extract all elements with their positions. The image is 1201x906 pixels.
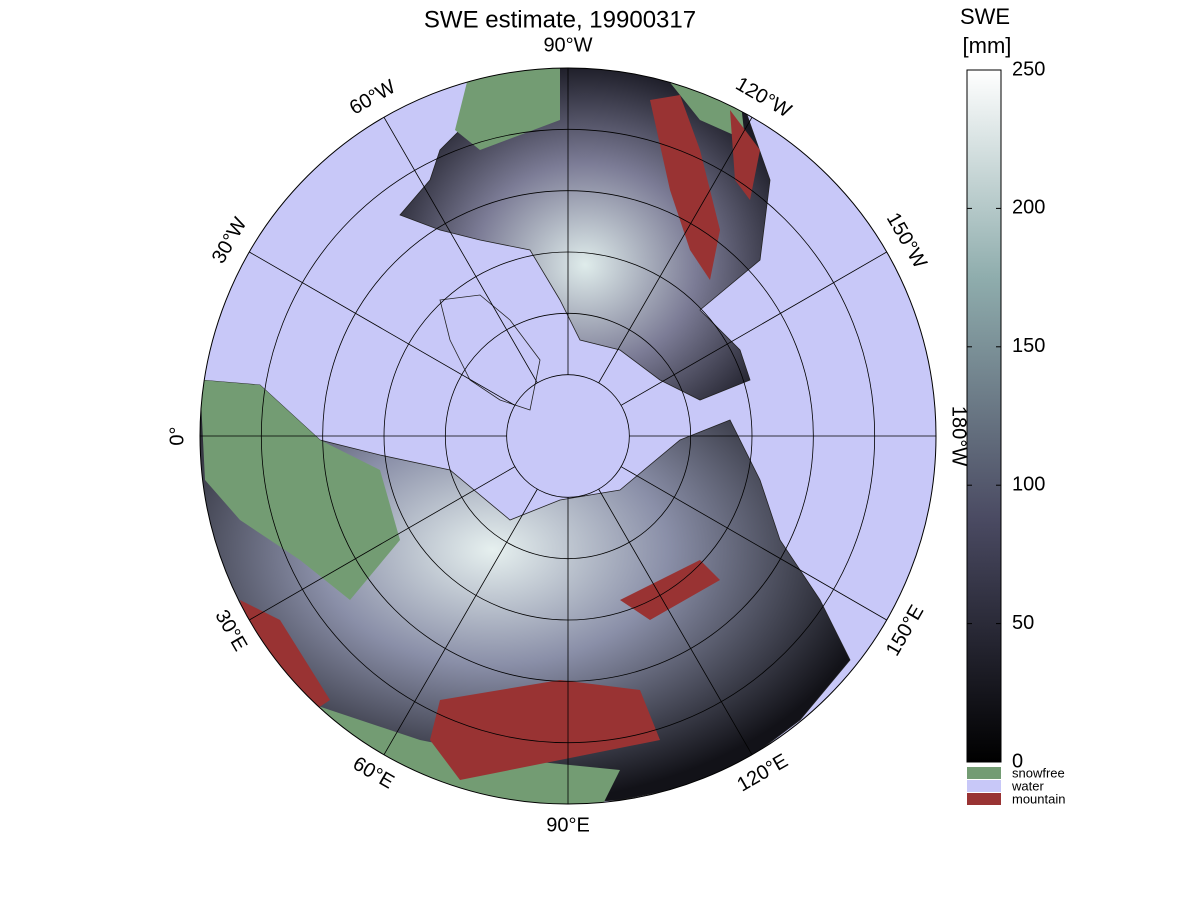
meridian-label: 180°W (948, 406, 970, 466)
meridian-label: 90°W (543, 34, 592, 56)
colorbar-tick-label: 200 (1012, 197, 1045, 219)
eurasia-mountain (240, 560, 720, 780)
map-title: SWE estimate, 19900317 (424, 6, 696, 33)
meridian-label: 90°E (546, 814, 590, 836)
legend-swatch (967, 780, 1001, 792)
colorbar-tick-label: 50 (1012, 612, 1034, 634)
colorbar-title: [mm] (963, 33, 1012, 58)
meridian (249, 466, 516, 621)
map-frame (199, 67, 937, 805)
colorbar-title: SWE (960, 4, 1010, 29)
colorbar-tick-label: 0 (1012, 750, 1023, 772)
legend-label: water (1011, 778, 1044, 793)
colorbar-tick-label: 150 (1012, 335, 1045, 357)
meridian (620, 251, 887, 406)
colorbar (966, 69, 1002, 763)
meridian (598, 117, 753, 384)
north-america-mountain (650, 95, 760, 280)
legend-label: snowfree (1012, 765, 1065, 780)
colorbar-tick-label: 100 (1012, 473, 1045, 495)
north-america-snowfree (455, 68, 745, 150)
meridian-label: 0° (166, 426, 188, 445)
legend-swatch (967, 767, 1001, 779)
graticule (200, 68, 936, 804)
greenland (439, 294, 541, 411)
meridian (383, 117, 538, 384)
colorbar-tick-label: 250 (1012, 58, 1045, 80)
meridian (249, 251, 516, 406)
meridian (598, 488, 753, 755)
legend-swatch (967, 793, 1001, 805)
meridian (383, 488, 538, 755)
meridian (620, 466, 887, 621)
legend-label: mountain (1012, 791, 1065, 806)
